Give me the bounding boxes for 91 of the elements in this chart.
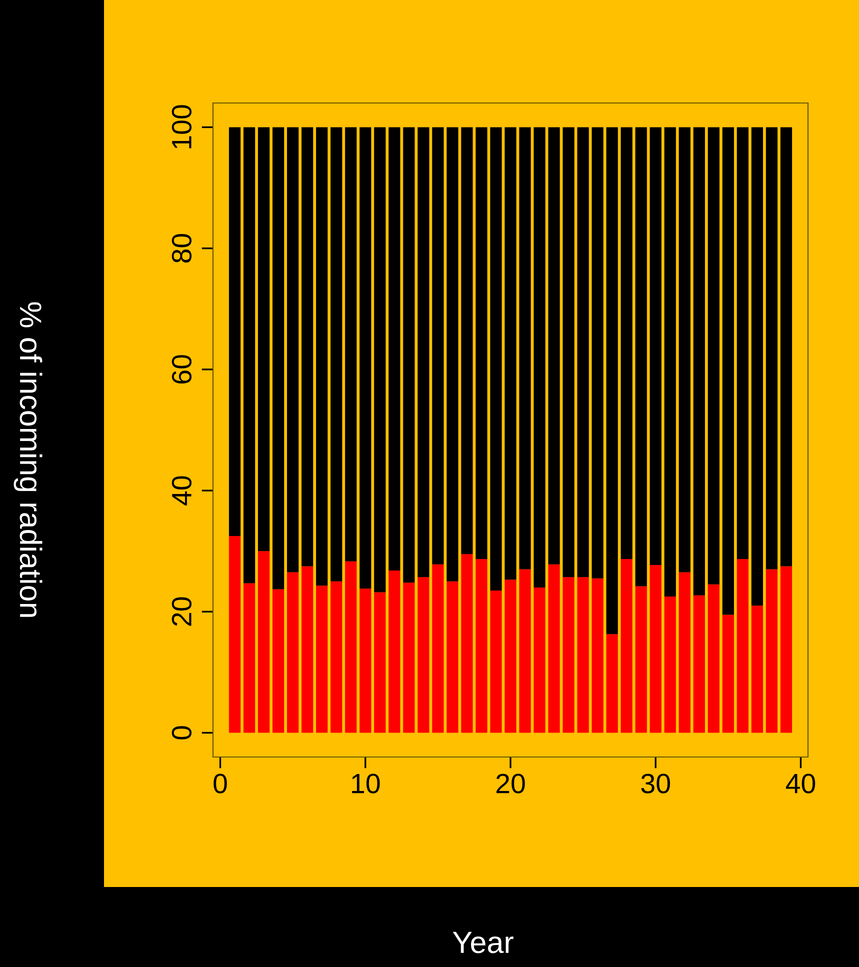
bar <box>388 127 400 570</box>
y-tick-label: 60 <box>172 355 192 384</box>
bar <box>228 127 241 536</box>
bar <box>751 127 764 606</box>
y-tick-label: 80 <box>172 234 192 263</box>
bar <box>635 127 647 586</box>
bar <box>708 584 720 733</box>
bar <box>243 127 256 584</box>
bar <box>374 592 386 733</box>
bar <box>418 127 430 578</box>
x-tick-label: 30 <box>641 774 670 794</box>
bar <box>504 127 516 580</box>
bar <box>519 569 531 733</box>
bar <box>650 127 662 566</box>
bar <box>650 565 662 733</box>
bar <box>534 127 546 588</box>
bar <box>562 577 574 733</box>
bar <box>577 577 589 733</box>
bar <box>403 127 415 583</box>
bar <box>490 590 502 733</box>
y-axis-title: % of incoming radiation <box>14 302 42 617</box>
bar <box>620 127 632 559</box>
x-tick-label: 10 <box>352 774 380 794</box>
bar <box>272 127 284 590</box>
bar <box>258 127 270 552</box>
bar <box>432 127 444 564</box>
x-tick-label: 40 <box>786 774 816 794</box>
bar <box>345 127 357 562</box>
bar <box>330 127 342 582</box>
bar <box>606 634 618 733</box>
bar <box>330 581 342 733</box>
bar <box>635 586 647 733</box>
y-tick-label: 20 <box>172 597 192 626</box>
bar <box>316 586 328 733</box>
bar <box>287 127 299 572</box>
bar <box>287 572 299 733</box>
bar <box>302 566 314 733</box>
bar <box>432 564 444 733</box>
bar <box>562 127 574 578</box>
bar <box>766 569 778 733</box>
y-tick-label: 0 <box>172 726 192 740</box>
bar <box>534 587 546 733</box>
bar <box>766 127 778 570</box>
bar <box>722 614 734 733</box>
bar <box>504 580 516 733</box>
bar <box>678 572 690 733</box>
bar <box>780 127 792 566</box>
y-tick-label: 40 <box>172 476 192 506</box>
bar <box>751 606 764 733</box>
bar <box>708 127 720 584</box>
y-tick-label: 100 <box>172 105 192 148</box>
bar <box>592 127 604 578</box>
bar <box>302 127 314 566</box>
bar <box>490 127 502 590</box>
bar <box>345 561 357 733</box>
bar <box>403 582 415 733</box>
bar <box>418 577 430 733</box>
bar <box>592 578 604 733</box>
bar <box>693 595 705 733</box>
bar <box>446 127 458 582</box>
bar <box>388 570 400 733</box>
bar <box>316 127 328 586</box>
x-tick-label: 20 <box>496 774 525 794</box>
bar <box>736 558 748 733</box>
bar <box>476 127 488 559</box>
x-axis-title: Year <box>452 932 514 954</box>
x-tick-label: 0 <box>214 774 227 794</box>
bar <box>693 127 705 596</box>
bar <box>548 564 560 733</box>
bar <box>664 127 676 597</box>
bar <box>243 583 256 733</box>
bar <box>519 127 531 570</box>
bar <box>780 566 792 733</box>
bar <box>272 589 284 733</box>
bar <box>258 551 270 733</box>
bar <box>360 588 372 733</box>
bar <box>548 127 560 564</box>
bar <box>374 127 386 592</box>
bar <box>620 558 632 733</box>
bar <box>722 127 734 615</box>
bar <box>360 127 372 589</box>
bar <box>678 127 690 572</box>
bar <box>577 127 589 578</box>
bar <box>228 536 241 733</box>
bar <box>606 127 618 634</box>
bar <box>664 596 676 733</box>
bar <box>446 581 458 733</box>
bar <box>461 127 473 554</box>
bar <box>476 558 488 733</box>
bar <box>461 554 473 733</box>
bar <box>736 127 748 559</box>
